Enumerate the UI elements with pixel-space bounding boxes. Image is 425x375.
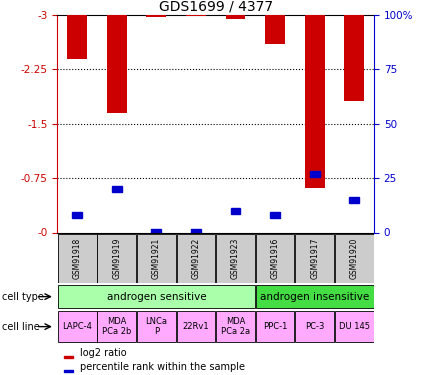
FancyBboxPatch shape bbox=[295, 234, 334, 283]
Text: androgen insensitive: androgen insensitive bbox=[260, 292, 369, 302]
Text: DU 145: DU 145 bbox=[339, 322, 370, 331]
FancyBboxPatch shape bbox=[176, 234, 215, 283]
FancyBboxPatch shape bbox=[256, 285, 374, 308]
FancyBboxPatch shape bbox=[137, 234, 176, 283]
FancyBboxPatch shape bbox=[256, 312, 295, 342]
Bar bbox=[305, 15, 325, 188]
Text: LAPC-4: LAPC-4 bbox=[62, 322, 92, 331]
Text: GSM91920: GSM91920 bbox=[350, 237, 359, 279]
Text: percentile rank within the sample: percentile rank within the sample bbox=[79, 362, 244, 372]
Bar bbox=[191, 228, 201, 234]
Text: cell type: cell type bbox=[2, 292, 44, 302]
Text: GSM91917: GSM91917 bbox=[310, 237, 319, 279]
Bar bbox=[270, 212, 280, 218]
Text: GSM91916: GSM91916 bbox=[271, 237, 280, 279]
Text: GSM91921: GSM91921 bbox=[152, 238, 161, 279]
Text: MDA
PCa 2b: MDA PCa 2b bbox=[102, 317, 131, 336]
Bar bbox=[186, 15, 206, 16]
Bar bbox=[344, 15, 364, 100]
Bar bbox=[64, 370, 73, 372]
FancyBboxPatch shape bbox=[295, 312, 334, 342]
Text: GSM91919: GSM91919 bbox=[112, 237, 121, 279]
Bar bbox=[151, 228, 161, 234]
Text: MDA
PCa 2a: MDA PCa 2a bbox=[221, 317, 250, 336]
Bar bbox=[310, 171, 320, 177]
FancyBboxPatch shape bbox=[335, 312, 374, 342]
FancyBboxPatch shape bbox=[137, 312, 176, 342]
Text: PPC-1: PPC-1 bbox=[263, 322, 287, 331]
FancyBboxPatch shape bbox=[58, 312, 96, 342]
Text: androgen sensitive: androgen sensitive bbox=[107, 292, 206, 302]
Title: GDS1699 / 4377: GDS1699 / 4377 bbox=[159, 0, 273, 14]
Bar bbox=[265, 15, 285, 44]
FancyBboxPatch shape bbox=[176, 312, 215, 342]
Bar bbox=[349, 197, 359, 203]
Bar bbox=[147, 15, 166, 17]
Text: LNCa
P: LNCa P bbox=[145, 317, 167, 336]
FancyBboxPatch shape bbox=[58, 234, 96, 283]
Bar bbox=[107, 15, 127, 113]
Text: log2 ratio: log2 ratio bbox=[79, 348, 126, 358]
FancyBboxPatch shape bbox=[256, 234, 295, 283]
FancyBboxPatch shape bbox=[216, 234, 255, 283]
Bar bbox=[112, 186, 122, 192]
FancyBboxPatch shape bbox=[216, 312, 255, 342]
Text: 22Rv1: 22Rv1 bbox=[183, 322, 209, 331]
Text: GSM91923: GSM91923 bbox=[231, 237, 240, 279]
Bar bbox=[226, 15, 245, 19]
Text: PC-3: PC-3 bbox=[305, 322, 324, 331]
Bar bbox=[67, 15, 87, 58]
FancyBboxPatch shape bbox=[335, 234, 374, 283]
FancyBboxPatch shape bbox=[97, 234, 136, 283]
Bar bbox=[72, 212, 82, 218]
Bar bbox=[64, 356, 73, 358]
FancyBboxPatch shape bbox=[97, 312, 136, 342]
Text: GSM91922: GSM91922 bbox=[191, 238, 201, 279]
Text: GSM91918: GSM91918 bbox=[73, 238, 82, 279]
Bar bbox=[230, 208, 241, 214]
Text: cell line: cell line bbox=[2, 322, 40, 332]
FancyBboxPatch shape bbox=[58, 285, 255, 308]
